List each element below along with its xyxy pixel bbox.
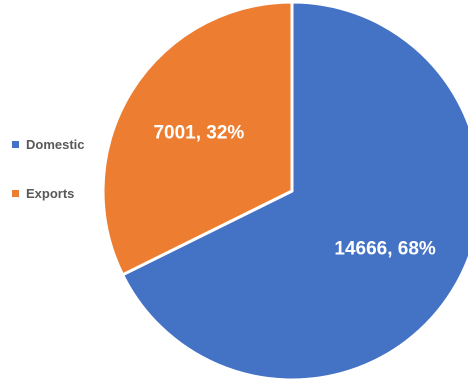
data-label-exports: 7001, 32% xyxy=(153,123,244,144)
legend-label-domestic: Domestic xyxy=(26,136,85,152)
legend-swatch-exports xyxy=(12,189,19,197)
legend-label-exports: Exports xyxy=(26,185,75,201)
pie-slices xyxy=(101,0,468,382)
legend-item-exports: Exports xyxy=(12,183,85,203)
pie-slice-exports xyxy=(101,0,294,277)
legend-swatch-domestic xyxy=(12,140,19,148)
pie-data-labels: 14666, 68% 7001, 32% xyxy=(153,123,435,260)
data-label-domestic: 14666, 68% xyxy=(334,238,436,259)
pie-slice-domestic xyxy=(121,0,468,382)
chart-legend: Domestic Exports xyxy=(12,134,85,232)
legend-item-domestic: Domestic xyxy=(12,134,85,154)
